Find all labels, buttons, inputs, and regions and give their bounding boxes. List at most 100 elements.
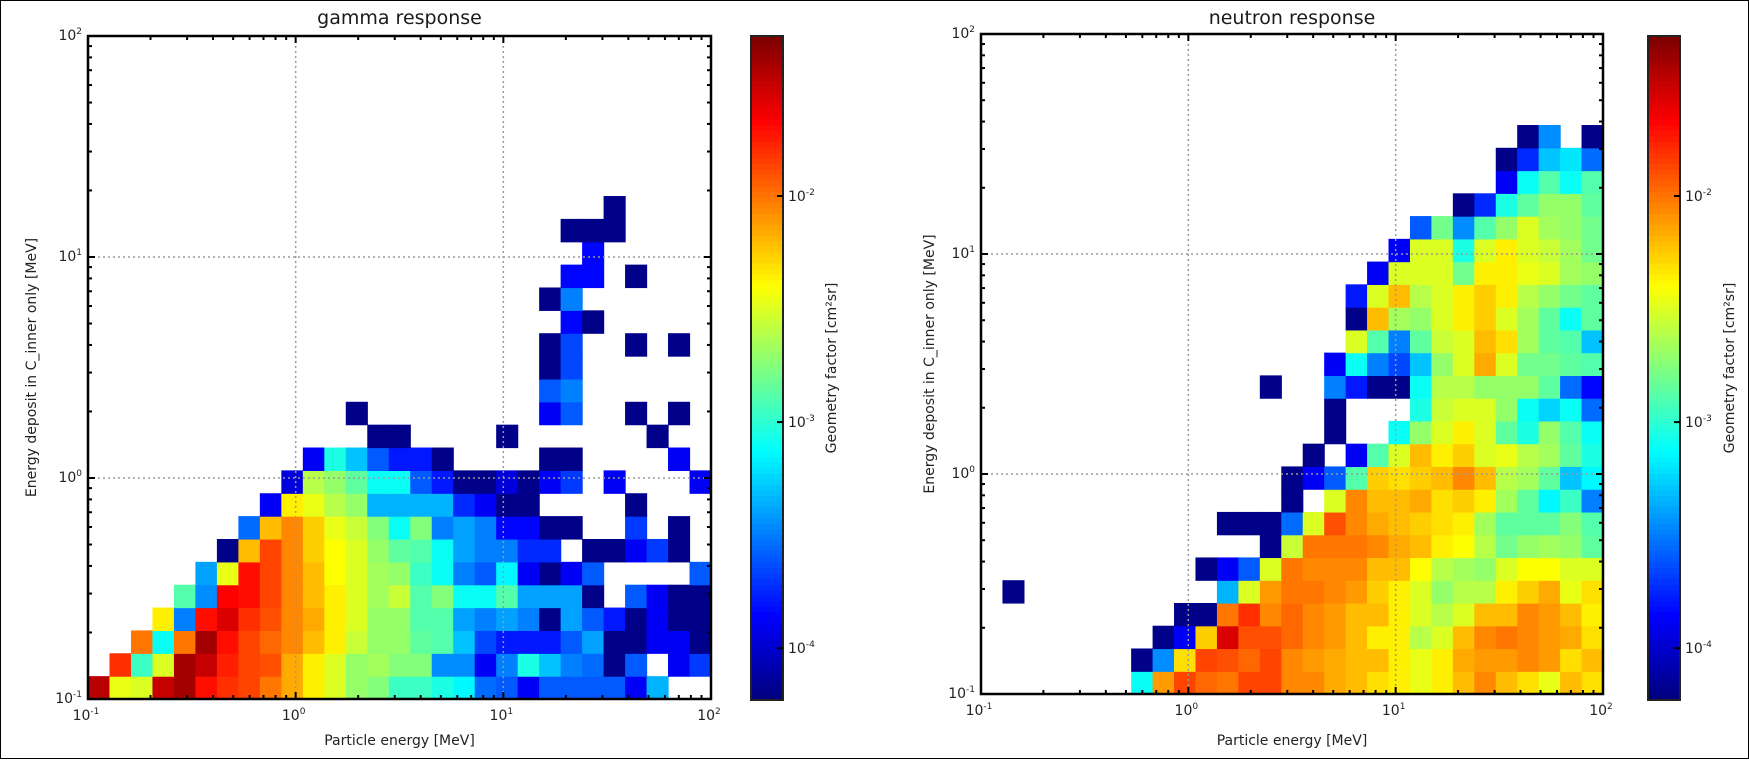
heatmap-cell <box>1560 375 1583 399</box>
heatmap-cell <box>1495 147 1518 172</box>
heatmap-cell <box>1302 466 1325 490</box>
heatmap-cell <box>539 287 562 311</box>
heatmap-cell <box>646 538 669 563</box>
colorbar-segment <box>1648 489 1680 497</box>
heatmap-cell <box>560 218 583 243</box>
heatmap-cell <box>582 241 605 266</box>
tick-label-base: 10 <box>697 708 715 724</box>
tick-label-exponent: 0 <box>76 469 82 479</box>
heatmap-cell <box>1367 352 1390 376</box>
heatmap-cell <box>1452 307 1475 331</box>
heatmap-cell <box>281 493 304 517</box>
heatmap-cell <box>1474 375 1497 399</box>
heatmap-cell <box>560 356 583 380</box>
tick-label-base: 10 <box>58 28 76 44</box>
heatmap-cell <box>668 630 691 654</box>
heatmap-cell <box>1495 420 1518 445</box>
heatmap-cell <box>302 607 325 632</box>
tick-label-exponent: 0 <box>1192 702 1198 712</box>
heatmap-cell <box>453 470 476 494</box>
heatmap-cell <box>1538 671 1561 695</box>
heatmap-cell <box>1409 466 1433 490</box>
tick-label-exponent: 0 <box>969 465 975 475</box>
tick-label-base: 10 <box>1685 415 1703 431</box>
colorbar-segment <box>751 63 783 70</box>
y-tick-label: 10-1 <box>948 685 975 702</box>
heatmap-cell <box>1517 557 1540 581</box>
colorbar-segment <box>1648 462 1680 469</box>
heatmap-cell <box>345 516 368 540</box>
heatmap-cell <box>560 470 583 494</box>
colorbar-segment <box>751 85 783 93</box>
heatmap-cell <box>431 630 454 654</box>
heatmap-cell <box>431 470 454 494</box>
heatmap-cell <box>1238 671 1261 695</box>
heatmap-cell <box>1560 352 1583 376</box>
heatmap-cell <box>1452 511 1475 536</box>
heatmap-cell <box>1345 443 1368 468</box>
colorbar-segment <box>1648 622 1680 629</box>
colorbar-segment <box>751 406 783 414</box>
heatmap-cell <box>1560 466 1583 490</box>
heatmap-cell <box>517 607 540 632</box>
heatmap-cell <box>1495 307 1518 331</box>
colorbar-segment <box>1648 334 1680 342</box>
colorbar-segment <box>1648 301 1680 308</box>
heatmap-cell <box>431 607 454 632</box>
heatmap-cell <box>453 538 476 563</box>
heatmap-cell <box>1581 648 1604 672</box>
heatmap-cell <box>388 676 411 700</box>
colorbar-segment <box>1648 85 1680 93</box>
colorbar-segment <box>751 318 783 325</box>
colorbar-segment <box>1648 318 1680 325</box>
heatmap-cell <box>1281 602 1304 627</box>
heatmap-cell <box>1302 557 1325 581</box>
heatmap-cell <box>1281 511 1304 536</box>
colorbar-segment <box>751 517 783 524</box>
heatmap-cell <box>1517 375 1540 399</box>
colorbar-segment <box>1648 434 1680 441</box>
heatmap-cell <box>324 447 347 471</box>
tick-label-exponent: 1 <box>1400 702 1406 712</box>
heatmap-cell <box>560 653 583 677</box>
heatmap-cell <box>1474 557 1497 581</box>
heatmap-cell <box>302 538 325 563</box>
heatmap-cell <box>1388 671 1411 695</box>
heatmap-cell <box>1452 352 1475 376</box>
heatmap-cell <box>216 630 239 654</box>
heatmap-cell <box>668 584 691 609</box>
colorbar-segment <box>1648 583 1680 591</box>
colorbar-segment <box>751 163 783 170</box>
heatmap-cell <box>1538 466 1561 490</box>
heatmap-cell <box>1324 489 1347 513</box>
x-tick-label: 100 <box>1175 702 1199 719</box>
colorbar-segment <box>1648 224 1680 231</box>
heatmap-cell <box>1581 466 1604 490</box>
heatmap-cell <box>496 470 519 494</box>
colorbar-segment <box>751 296 783 303</box>
heatmap-cell <box>560 447 583 471</box>
heatmap-cell <box>1431 580 1454 604</box>
colorbar-segment <box>1648 141 1680 148</box>
heatmap-cell <box>324 653 347 677</box>
colorbar-segment <box>1648 484 1680 491</box>
heatmap-cell <box>1474 352 1497 376</box>
heatmap-cell <box>603 218 626 243</box>
colorbar-segment <box>1648 439 1680 447</box>
heatmap-cell <box>1560 443 1583 468</box>
colorbar-segment <box>751 561 783 568</box>
colorbar-segment <box>751 273 783 281</box>
heatmap-cell <box>689 584 712 609</box>
heatmap-cell <box>496 516 519 540</box>
heatmap-cell <box>1452 284 1475 308</box>
heatmap-cell <box>1367 261 1390 285</box>
colorbar-segment <box>1648 694 1680 701</box>
colorbar-segment <box>1648 628 1680 635</box>
tick-label-base: 10 <box>58 249 76 265</box>
heatmap-cell <box>1409 648 1433 672</box>
heatmap-cell <box>517 630 540 654</box>
colorbar-segment <box>1648 323 1680 331</box>
heatmap-cells <box>88 196 712 700</box>
x-tick-label: 100 <box>282 707 306 724</box>
heatmap-cell <box>582 653 605 677</box>
